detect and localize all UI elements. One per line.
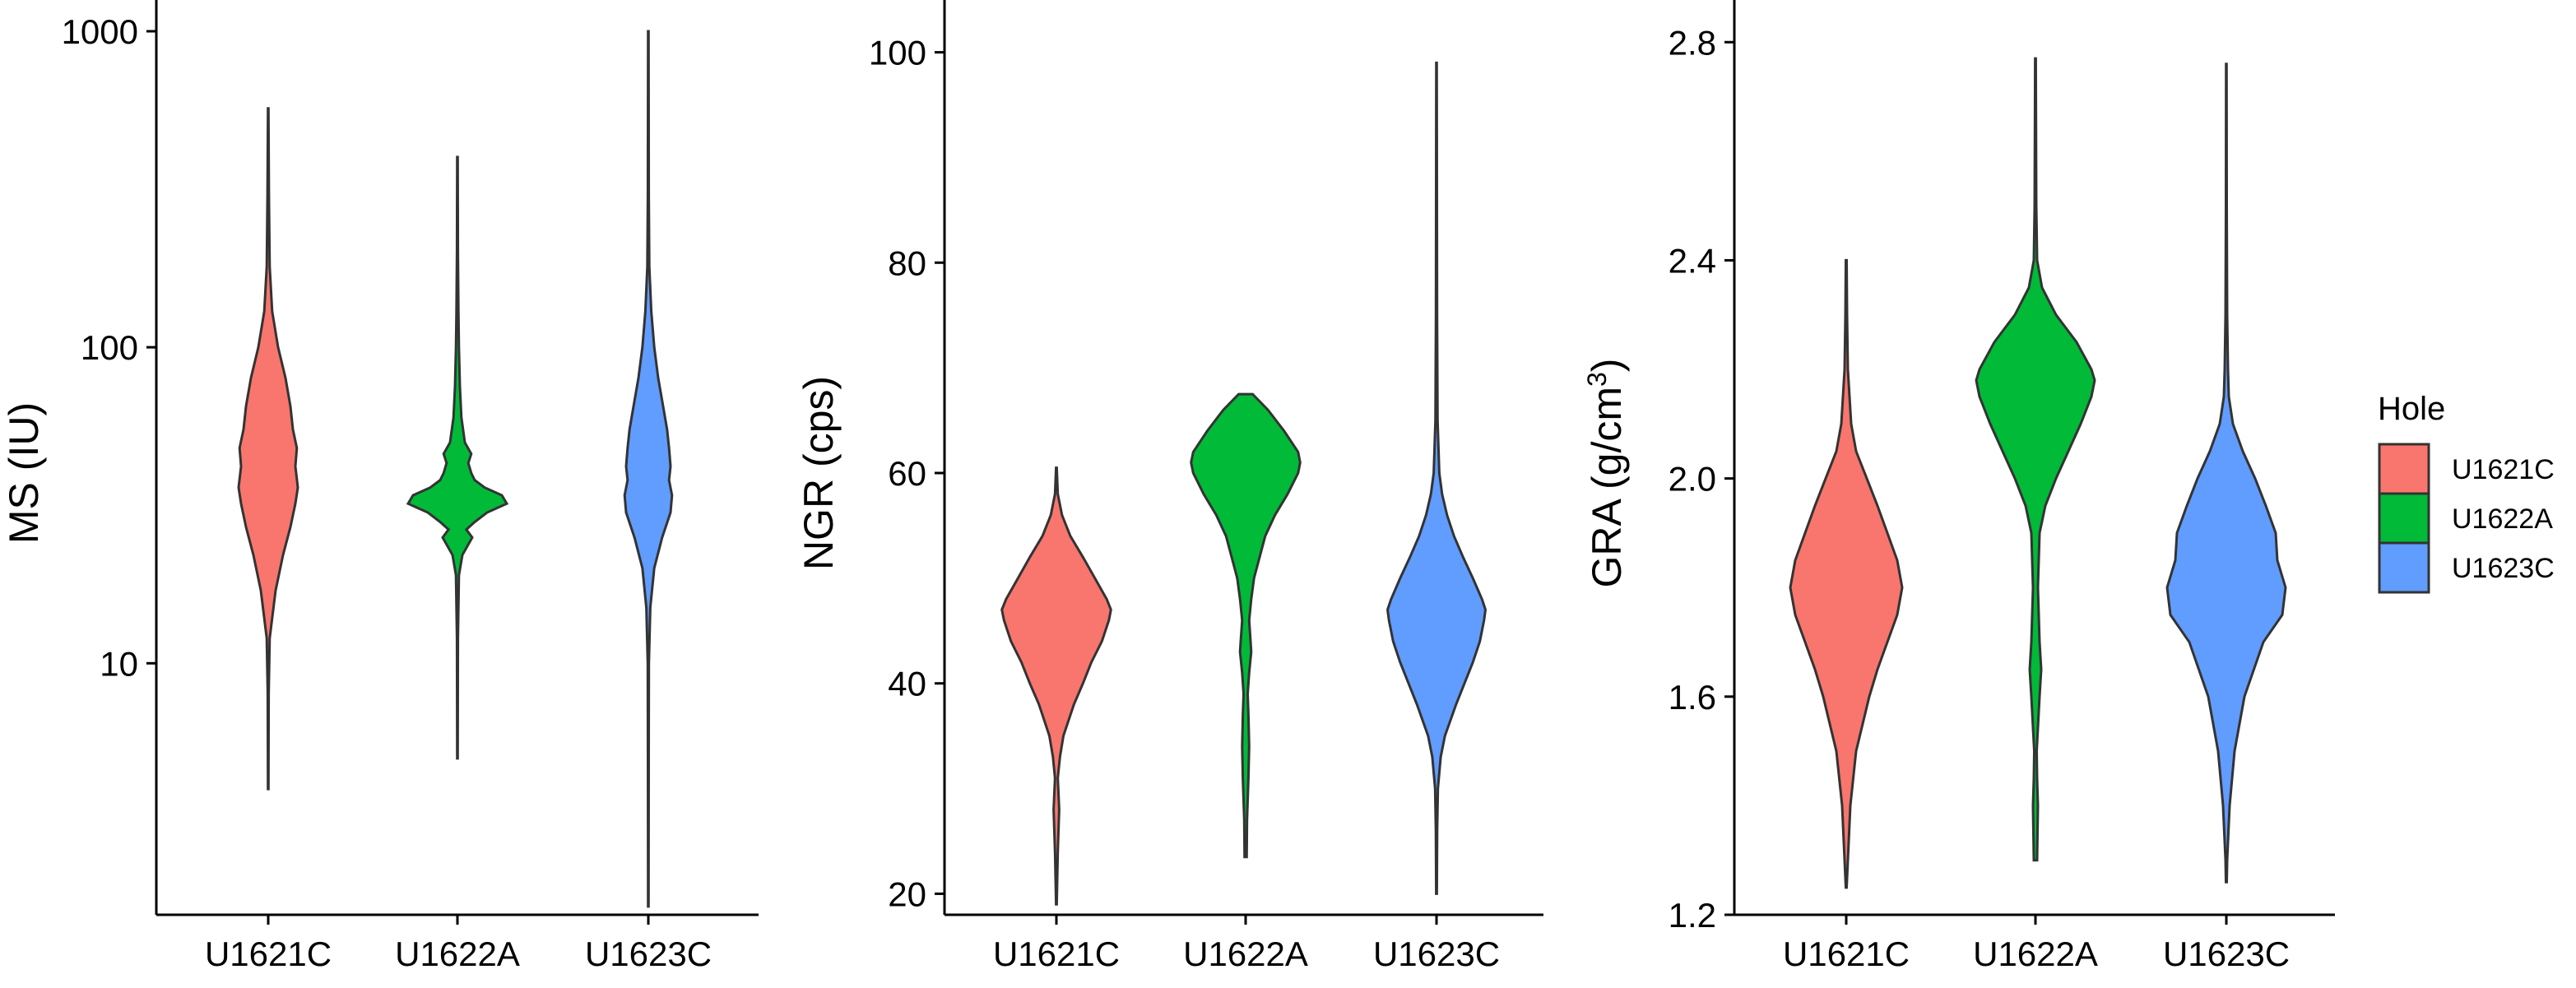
x-tick-label: U1622A	[1183, 935, 1308, 973]
violin-u1623c	[623, 30, 674, 908]
y-tick-label: 100	[81, 328, 138, 367]
y-tick-label: 40	[888, 665, 926, 703]
violin-u1622a	[406, 155, 509, 760]
legend-key-u1621c	[2378, 443, 2430, 495]
legend-key-u1622a	[2378, 492, 2430, 545]
y-axis-title: MS (IU)	[1, 402, 47, 544]
ngr-violin-panel: 20 40 60 80 100 NGR (cps) U1621C U1622A U1623C	[796, 0, 1543, 973]
violin-u1622a	[1975, 57, 2096, 862]
y-axis-title: NGR (cps)	[796, 376, 842, 570]
y-tick-label: 2.0	[1669, 460, 1716, 499]
violin-u1621c	[1789, 258, 1904, 889]
gra-violin-panel: 1.2 1.6 2.0 2.4 2.8 GRA (g/cm3) U1621C U1622A U1…	[1582, 0, 2335, 973]
y-tick-label: 100	[869, 34, 926, 72]
violin-u1623c	[2165, 63, 2287, 884]
x-tick-label: U1623C	[1373, 935, 1500, 973]
y-tick-label: 2.4	[1669, 241, 1716, 280]
x-tick-label: U1621C	[1783, 935, 1910, 973]
violin-u1622a	[1190, 392, 1302, 859]
x-tick-label: U1622A	[1973, 935, 2098, 973]
y-tick-label: 1.6	[1669, 678, 1716, 717]
y-tick-label: 80	[888, 244, 926, 282]
legend-label-u1623c: U1623C	[2452, 553, 2555, 584]
violin-u1623c	[1385, 61, 1488, 895]
legend-label-u1621c: U1621C	[2452, 454, 2555, 485]
x-tick-label: U1621C	[205, 935, 332, 973]
y-tick-label: 10	[100, 644, 138, 683]
x-tick-label: U1623C	[585, 935, 712, 973]
y-tick-label: 1.2	[1669, 896, 1716, 935]
violin-u1621c	[1000, 466, 1112, 906]
x-tick-label: U1622A	[395, 935, 520, 973]
legend-title: Hole	[2378, 391, 2445, 427]
hole-legend: Hole U1621C U1622A U1623C	[2378, 391, 2555, 594]
x-tick-label: U1621C	[993, 935, 1120, 973]
violin-u1621c	[237, 107, 299, 791]
ms-violin-panel: 10 100 1000 MS (IU) U1621C U1622A U1623C	[1, 0, 759, 973]
y-tick-label: 2.8	[1669, 23, 1716, 62]
y-tick-label: 20	[888, 874, 926, 913]
x-tick-label: U1623C	[2163, 935, 2290, 973]
legend-label-u1622a: U1622A	[2452, 503, 2553, 535]
y-tick-label: 1000	[62, 12, 138, 51]
y-tick-label: 60	[888, 454, 926, 493]
legend-key-u1623c	[2378, 541, 2430, 594]
y-axis-title: GRA (g/cm3)	[1582, 359, 1630, 588]
